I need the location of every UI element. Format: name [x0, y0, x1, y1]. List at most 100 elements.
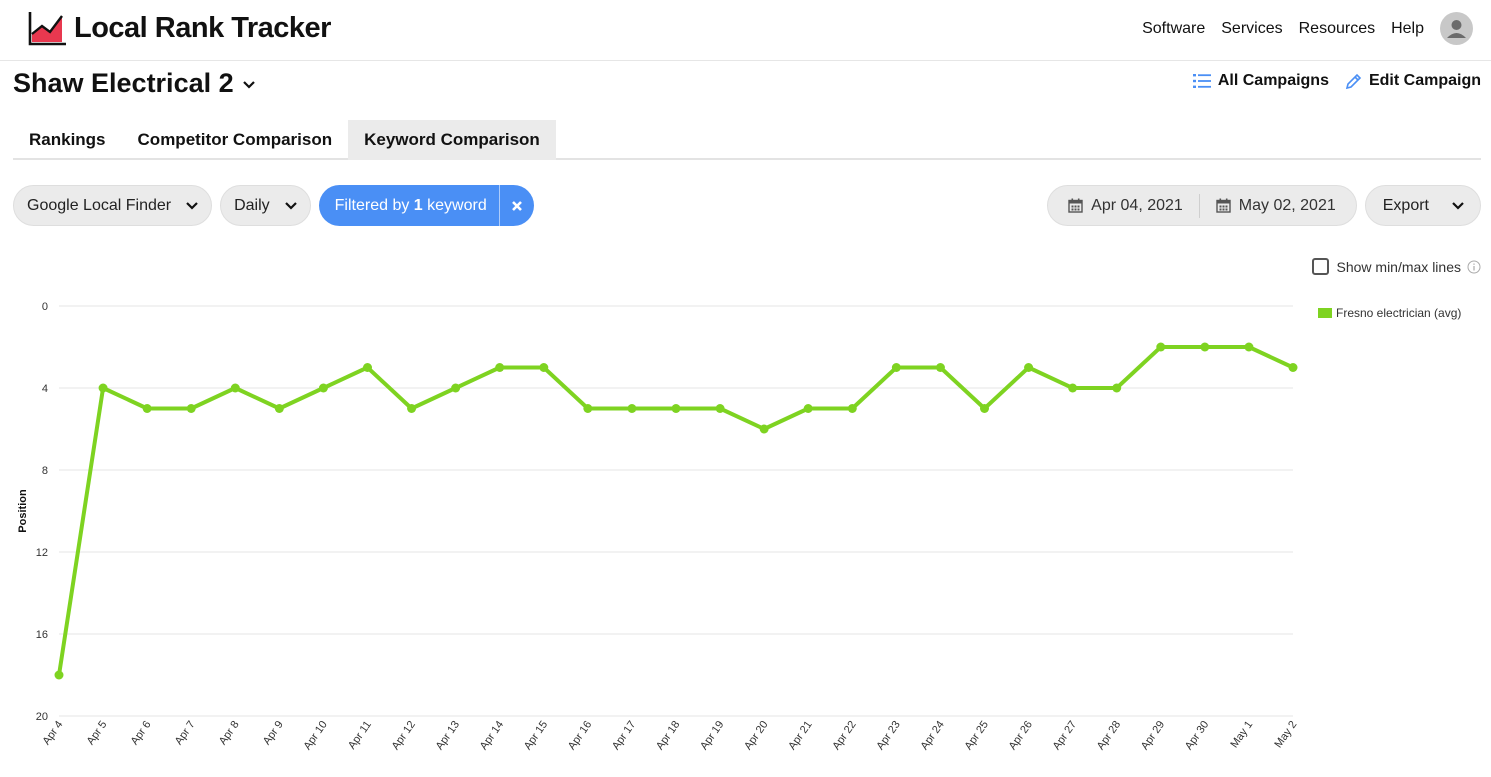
frequency-dropdown[interactable]: Daily	[220, 185, 311, 226]
x-tick-label: Apr 29	[1139, 719, 1167, 752]
x-tick-label: Apr 13	[434, 719, 462, 752]
frequency-value: Daily	[234, 196, 270, 214]
page-title: Shaw Electrical 2	[13, 68, 234, 98]
x-tick-label: Apr 16	[566, 719, 594, 752]
app-logo[interactable]: Local Rank Tracker	[28, 8, 331, 48]
search-engine-value: Google Local Finder	[27, 196, 172, 214]
all-campaigns-label: All Campaigns	[1217, 72, 1329, 89]
user-avatar-icon[interactable]	[1440, 12, 1473, 45]
x-tick-label: Apr 23	[874, 719, 902, 752]
legend-label: Fresno electrician (avg)	[1336, 306, 1462, 320]
tab-competitor-comparison[interactable]: Competitor Comparison	[137, 130, 333, 149]
data-point	[847, 404, 857, 413]
keyword-filter-pill: Filtered by 1 keyword	[318, 185, 534, 226]
x-tick-label: Apr 9	[261, 719, 286, 747]
end-date-value: May 02, 2021	[1238, 196, 1336, 214]
clear-filter-button[interactable]	[498, 185, 534, 226]
series-line	[57, 345, 1294, 676]
show-minmax-toggle[interactable]: Show min/max lines	[1311, 258, 1482, 275]
legend-swatch	[1318, 308, 1332, 318]
pencil-icon	[1345, 73, 1362, 89]
data-point	[451, 383, 461, 393]
data-point	[891, 363, 901, 372]
data-point	[363, 363, 372, 372]
x-tick-label: Apr 10	[301, 719, 329, 752]
main-nav: Software Services Resources Help	[1142, 12, 1473, 45]
data-point	[935, 363, 945, 372]
data-point	[1200, 342, 1210, 352]
y-axis-label: Position	[17, 489, 29, 533]
x-tick-label: Apr 17	[610, 719, 638, 752]
x-tick-label: Apr 11	[346, 719, 374, 752]
x-tick-label: Apr 7	[173, 719, 198, 747]
x-tick-label: Apr 21	[786, 719, 814, 752]
y-tick-label: 12	[36, 547, 48, 559]
x-tick-label: Apr 28	[1095, 719, 1123, 752]
date-range-picker[interactable]: Apr 04, 2021 May 02, 2021	[1047, 185, 1357, 226]
logo-chart-icon	[28, 12, 66, 46]
date-divider	[1198, 193, 1200, 218]
info-icon[interactable]	[1467, 260, 1481, 274]
data-point	[803, 404, 813, 413]
data-point	[495, 363, 505, 372]
x-tick-label: Apr 26	[1007, 719, 1035, 752]
tab-keyword-comparison[interactable]: Keyword Comparison	[348, 120, 556, 160]
start-date[interactable]: Apr 04, 2021	[1068, 197, 1183, 215]
calendar-icon	[1216, 198, 1231, 213]
export-label: Export	[1382, 196, 1429, 214]
nav-help[interactable]: Help	[1391, 19, 1424, 37]
tab-rankings[interactable]: Rankings	[29, 130, 106, 149]
show-minmax-checkbox[interactable]	[1311, 258, 1329, 275]
chart-legend[interactable]: Fresno electrician (avg)	[1318, 306, 1461, 320]
start-date-value: Apr 04, 2021	[1091, 196, 1183, 214]
data-point	[759, 424, 769, 434]
x-tick-label: Apr 24	[918, 719, 946, 752]
y-tick-label: 0	[42, 301, 48, 313]
filter-bar: Google Local Finder Daily Filtered by 1 …	[13, 185, 534, 226]
show-minmax-label: Show min/max lines	[1336, 258, 1462, 275]
data-point	[98, 383, 108, 393]
data-point	[980, 404, 989, 413]
end-date[interactable]: May 02, 2021	[1216, 197, 1336, 215]
x-tick-label: Apr 30	[1183, 719, 1211, 752]
data-point	[1112, 383, 1122, 393]
x-tick-label: Apr 5	[85, 719, 110, 747]
edit-campaign-label: Edit Campaign	[1368, 72, 1481, 89]
data-point	[671, 404, 681, 413]
y-tick-label: 20	[36, 711, 48, 723]
x-tick-label: Apr 6	[129, 719, 154, 747]
data-point	[1024, 363, 1034, 372]
data-point	[627, 404, 637, 413]
y-tick-label: 4	[42, 383, 48, 395]
chevron-down-icon	[242, 80, 255, 89]
export-dropdown[interactable]: Export	[1364, 185, 1481, 226]
nav-resources[interactable]: Resources	[1298, 19, 1376, 37]
all-campaigns-link[interactable]: All Campaigns	[1192, 72, 1329, 90]
x-tick-label: Apr 25	[963, 719, 991, 752]
x-tick-label: Apr 4	[41, 719, 66, 747]
nav-software[interactable]: Software	[1142, 19, 1206, 37]
search-engine-dropdown[interactable]: Google Local Finder	[13, 185, 213, 226]
list-icon	[1192, 74, 1211, 88]
data-point	[1288, 363, 1298, 372]
chevron-down-icon	[1452, 202, 1464, 210]
keyword-filter-button[interactable]: Filtered by 1 keyword	[319, 185, 499, 226]
nav-services[interactable]: Services	[1221, 19, 1283, 37]
x-tick-label: Apr 14	[478, 719, 506, 752]
x-tick-label: Apr 22	[830, 719, 858, 752]
data-point	[186, 404, 196, 413]
app-name: Local Rank Tracker	[74, 11, 331, 44]
chevron-down-icon	[284, 202, 297, 210]
keyword-filter-count: 1	[413, 196, 423, 214]
report-tabs: Rankings Competitor Comparison Keyword C…	[13, 120, 1481, 160]
data-point	[54, 670, 64, 680]
data-point	[715, 404, 725, 413]
calendar-icon	[1068, 198, 1083, 213]
edit-campaign-link[interactable]: Edit Campaign	[1345, 72, 1481, 90]
campaign-selector[interactable]: Shaw Electrical 2	[13, 68, 256, 99]
data-point	[1068, 383, 1078, 393]
data-point	[407, 404, 417, 413]
x-tick-label: Apr 8	[217, 719, 242, 747]
keyword-position-chart: 0 4 8 12 16 20 Position Apr 4 Apr 5 Apr 6 Apr 7 Apr…	[17, 301, 1299, 752]
x-tick-label: Apr 15	[522, 719, 550, 752]
